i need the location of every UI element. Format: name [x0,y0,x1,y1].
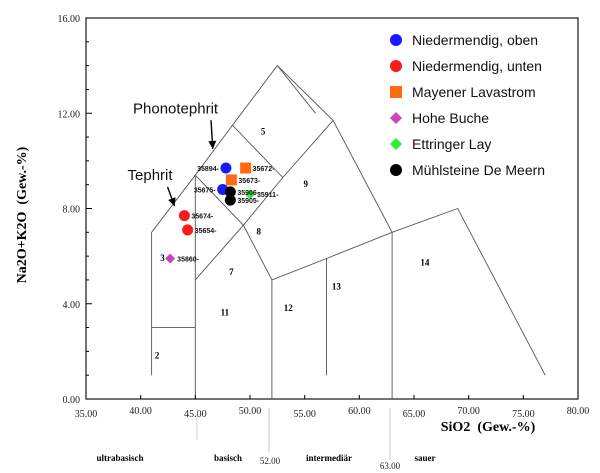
x-tick-label: 65.00 [403,409,426,420]
sample-label: 35654- [195,228,217,235]
annotation-label: Tephrit [128,167,174,184]
field-label-11: 11 [221,308,230,318]
legend-marker [390,138,402,150]
annotation-label: Phonotephrit [133,100,219,117]
data-point [165,253,176,264]
legend-marker [390,34,402,46]
data-point [224,194,236,206]
field-label-9: 9 [304,179,309,189]
data-point [245,189,255,200]
x-tick-label: 45.00 [184,409,207,420]
legend-entry: Niedermendig, oben [412,32,538,48]
x-axis-ticks: 35.00 40.00 45.00 50.00 55.00 60.00 65.00 70.00… [75,395,590,420]
y-tick-label: 8.00 [63,205,81,216]
field-line-5 [194,174,244,226]
x-tick-label: 75.00 [512,409,535,420]
data-point [178,210,190,222]
y-tick-label: 12.00 [58,109,81,120]
y-tick-label: 0.00 [63,395,81,406]
field-label-12: 12 [284,303,294,313]
field-label-14: 14 [420,258,430,268]
field-labels: 2 3 5 7 8 9 11 12 13 14 [155,127,430,361]
field-label-7: 7 [229,267,234,277]
annotations: Phonotephrit Tephrit [128,100,219,207]
category-ultrabasisch: ultrabasisch [96,453,143,463]
category-basisch: basisch [214,453,242,463]
legend-entry: Niedermendig, unten [412,58,542,74]
category-intermediaer: intermediär [306,453,352,463]
annotation-arrow-head [168,197,176,207]
x-tick-label: 80.00 [567,406,590,417]
sample-label: 35673- [238,178,260,185]
field-line-6 [232,124,284,178]
field-label-3: 3 [160,253,165,263]
data-point [224,186,236,198]
sample-label: 35675- [194,187,216,194]
x-tick-label: 50.00 [239,406,262,417]
sample-label: 35860- [177,257,199,264]
x-axis-title: SiO2 (Gew.-%) [441,420,536,435]
y-tick-label: 4.00 [63,300,81,311]
legend-marker [390,164,402,176]
data-point [225,174,237,186]
legend-marker [390,60,402,72]
annotation-arrow-head [208,140,217,149]
x-tick-label: 40.00 [129,406,152,417]
y-axis-ticks: 0.00 4.00 8.00 12.00 16.00 [58,14,92,406]
field-line-7 [276,65,316,114]
data-point [182,224,194,236]
sample-label: 35894- [197,166,219,173]
legend-entry: Mayener Lavastrom [412,84,536,100]
data-points: 35894- 35675- 35674- 35654- 35672- 35673- 3586… [165,162,279,264]
field-line-9 [326,231,393,399]
sample-label: 35672- [253,166,275,173]
field-label-2: 2 [155,351,160,361]
data-point [240,162,252,174]
legend-entry: Ettringer Lay [412,136,491,152]
sample-label: 35906- [237,190,259,197]
sample-label: 35674- [191,214,213,221]
y-tick-label: 16.00 [58,14,81,25]
x-tick-label: 35.00 [75,409,98,420]
legend-entry: Mühlsteine De Meern [412,162,545,178]
legend-entry: Hohe Buche [412,110,489,126]
x-tick-label: 60.00 [348,406,371,417]
field-label-8: 8 [256,227,261,237]
x-tick-label: 55.00 [293,409,316,420]
sample-label: 35911- [257,192,279,199]
legend: Niedermendig, oben Niedermendig, unten May… [390,32,545,178]
legend-marker [390,112,402,124]
sample-label: 35905- [237,198,259,205]
field-label-5: 5 [261,127,266,137]
field-label-13: 13 [332,281,342,291]
boundary-label-63: 63.00 [380,461,401,471]
legend-marker [390,86,402,98]
classification-field-lines [151,64,546,399]
x-tick-label: 70.00 [457,406,480,417]
boundary-label-52: 52.00 [260,456,281,466]
data-point [220,162,232,174]
y-axis-title: Na2O+K2O (Gew.-%) [15,146,30,283]
field-line-3 [194,224,273,399]
category-sauer: sauer [415,453,436,463]
